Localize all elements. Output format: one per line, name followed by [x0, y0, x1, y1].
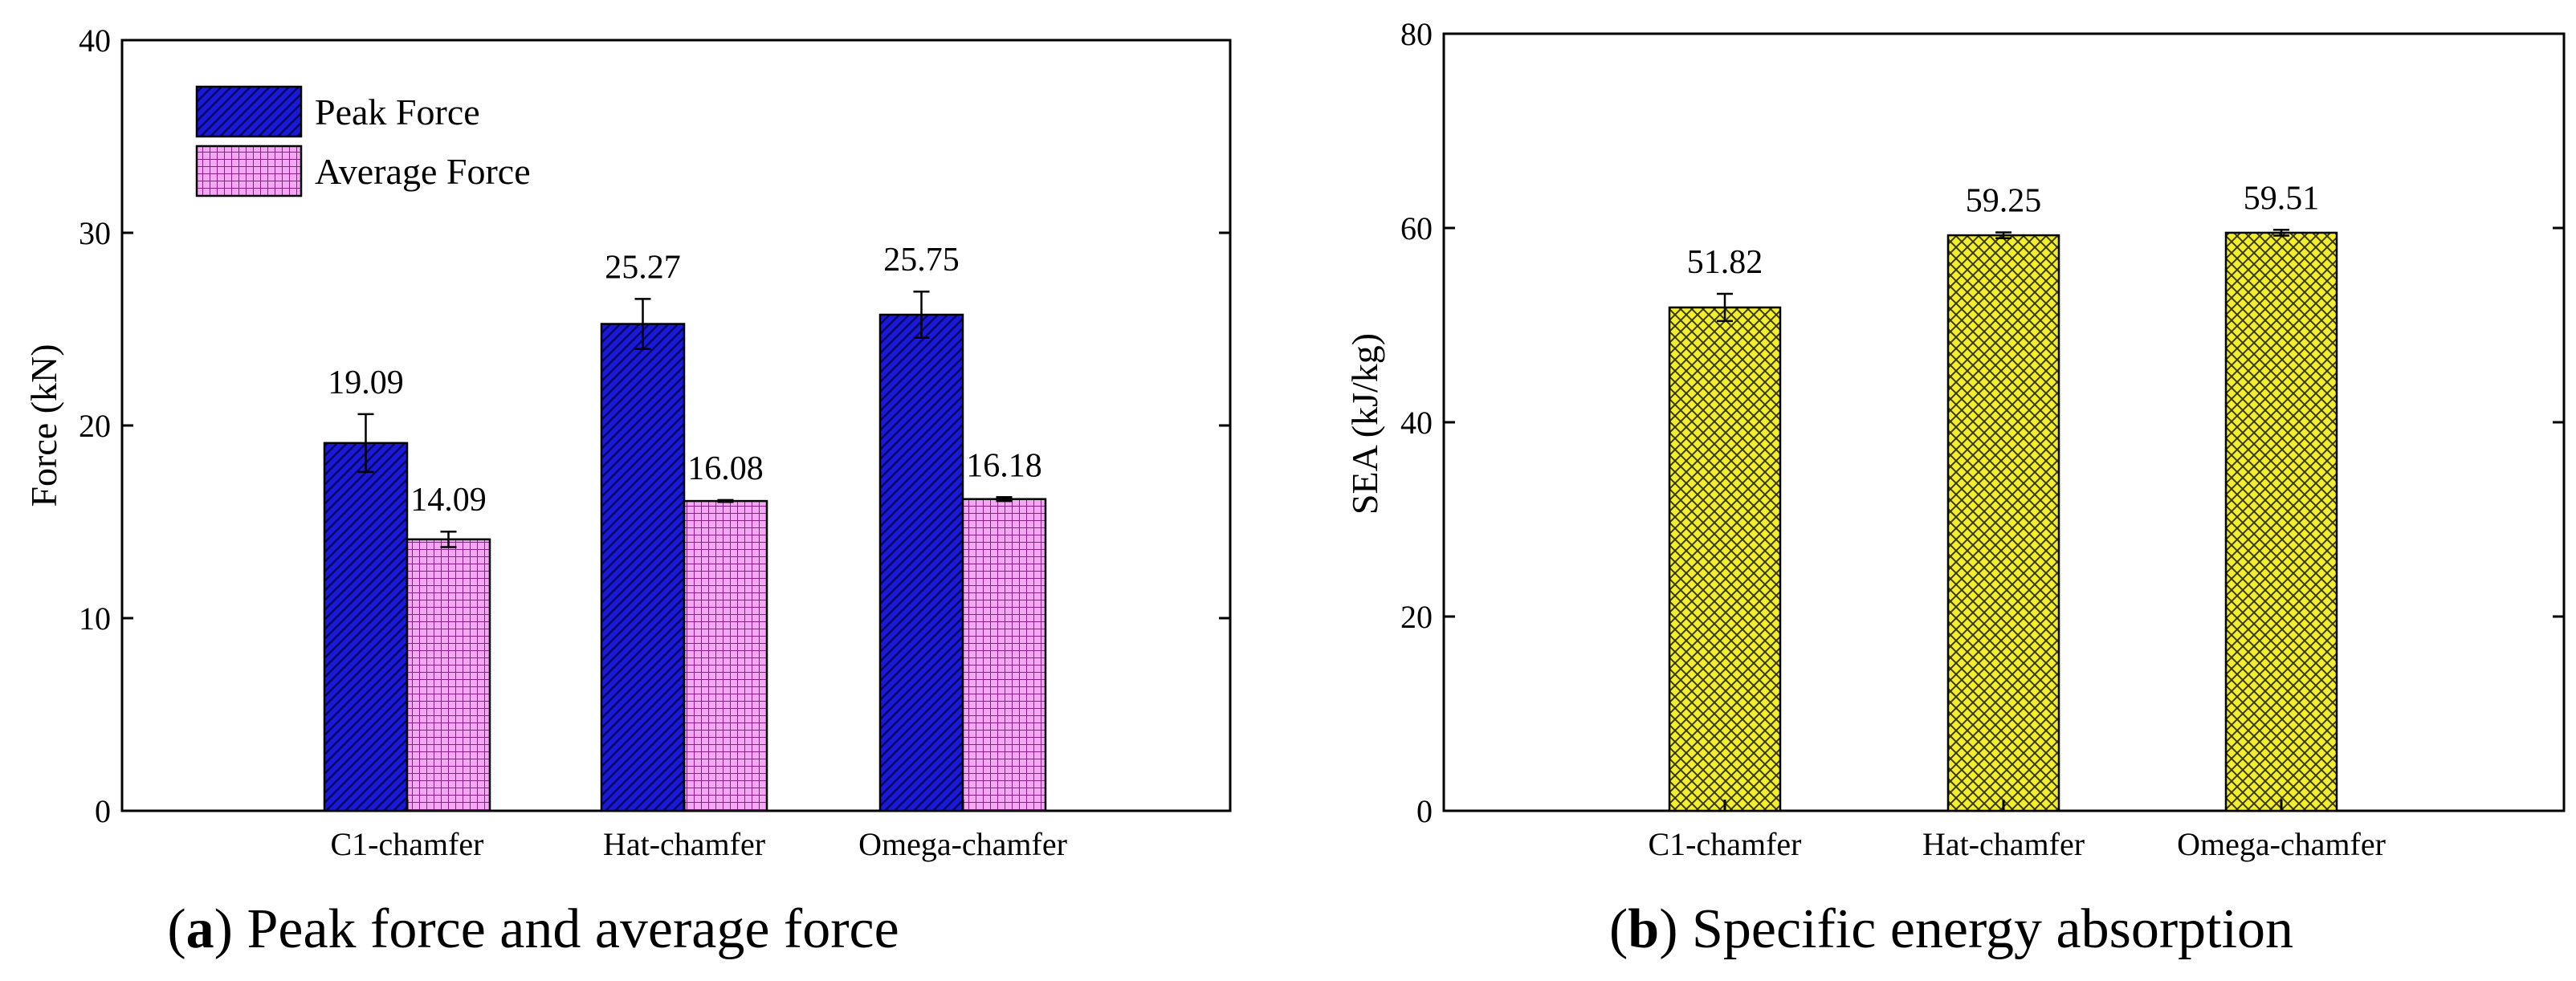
y-tick-label: 0: [1416, 793, 1433, 829]
legend-label-average-force: Average Force: [315, 151, 531, 192]
panel-a-legend: Peak Force Average Force: [195, 85, 531, 197]
x-category-label: Omega-chamfer: [858, 826, 1067, 862]
bar-average-force: [406, 538, 491, 812]
legend-swatch-average-force: [195, 145, 303, 197]
panel-b-y-axis-title: SEA (kJ/kg): [1344, 333, 1385, 515]
x-category-label: Hat-chamfer: [1922, 826, 2085, 862]
y-tick-label: 40: [1400, 405, 1433, 441]
data-label: 59.51: [2244, 180, 2320, 217]
bar-sea: [1668, 306, 1782, 812]
legend-swatch-peak-force: [195, 85, 303, 138]
bar-peak-force: [878, 313, 964, 812]
legend-label-peak-force: Peak Force: [315, 92, 480, 132]
data-label: 16.18: [966, 447, 1042, 484]
x-category-label: Omega-chamfer: [2177, 826, 2386, 862]
x-category-label: C1-chamfer: [330, 826, 483, 862]
bar-peak-force: [323, 442, 409, 812]
y-tick-label: 0: [95, 793, 111, 829]
y-tick-label: 40: [79, 22, 111, 59]
data-label: 59.25: [1966, 182, 2042, 219]
panel-a-chart: 19.09 14.09 25.27 16.08 25.75 16.18 0 10 20 30 40…: [23, 22, 1232, 862]
panel-b-letter: b: [1628, 898, 1659, 960]
y-tick-label: 60: [1400, 210, 1433, 246]
y-tick-label: 20: [1400, 599, 1433, 635]
y-tick-label: 30: [79, 215, 111, 251]
data-label: 25.27: [605, 249, 681, 286]
bar-sea: [1946, 234, 2060, 812]
data-label: 51.82: [1687, 244, 1763, 281]
data-label: 25.75: [883, 242, 960, 279]
x-category-label: C1-chamfer: [1648, 826, 1801, 862]
y-tick-label: 20: [79, 408, 111, 444]
bar-sea: [2224, 231, 2338, 812]
data-label: 16.08: [687, 450, 764, 487]
data-label: 19.09: [328, 364, 404, 401]
panel-a-caption-text: Peak force and average force: [247, 898, 899, 960]
panel-b-chart: 51.82 59.25 59.51 0 20 40 60 80 C1-chamfer Hat-…: [1344, 16, 2566, 862]
y-tick-label: 80: [1400, 16, 1433, 52]
panel-a-caption: (a) Peak force and average force: [167, 898, 899, 960]
panel-b-caption: (b) Specific energy absorption: [1609, 898, 2293, 960]
x-category-label: Hat-chamfer: [603, 826, 765, 862]
bar-average-force: [683, 499, 768, 812]
panel-a-y-axis-title: Force (kN): [23, 344, 64, 507]
panel-a-letter: a: [186, 898, 214, 960]
y-tick-label: 10: [79, 600, 111, 637]
bar-average-force: [961, 498, 1047, 812]
bar-peak-force: [600, 323, 686, 812]
panel-b-caption-text: Specific energy absorption: [1692, 898, 2293, 960]
data-label: 14.09: [410, 482, 487, 519]
